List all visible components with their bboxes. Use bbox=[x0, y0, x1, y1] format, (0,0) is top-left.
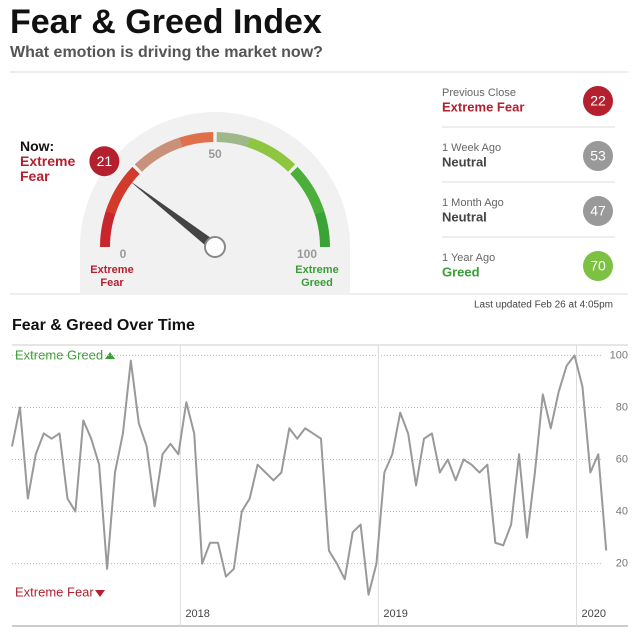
history-value: 47 bbox=[590, 203, 606, 219]
series-line bbox=[11, 354, 608, 596]
gauge-arc bbox=[105, 166, 140, 215]
last-updated: Last updated Feb 26 at 4:05pm bbox=[474, 300, 613, 311]
gauge-value-badge bbox=[89, 146, 120, 177]
history-label: 1 Year Ago bbox=[442, 252, 495, 264]
history-value: 70 bbox=[590, 258, 606, 274]
gauge-hub bbox=[204, 236, 226, 258]
history-label: 1 Week Ago bbox=[442, 142, 501, 154]
page-subtitle: What emotion is driving the market now? bbox=[10, 44, 323, 61]
y-tick-label: 80 bbox=[616, 401, 628, 413]
y-tick-label: 40 bbox=[616, 505, 628, 517]
down-arrow bbox=[95, 590, 105, 597]
now-sentiment: Extreme Fear bbox=[20, 153, 76, 184]
history-value: 53 bbox=[590, 148, 606, 164]
y-tick-label: 20 bbox=[616, 557, 628, 569]
history-value: 22 bbox=[590, 93, 606, 109]
zone-label-low: Extreme Fear bbox=[90, 264, 134, 289]
history-badge bbox=[583, 86, 613, 116]
y-tick-label: 60 bbox=[616, 453, 628, 465]
annotation-greed: Extreme Greed bbox=[15, 347, 103, 362]
zone-label-high: Extreme Greed bbox=[295, 264, 339, 289]
history-label: 1 Month Ago bbox=[442, 197, 504, 209]
up-arrow bbox=[105, 352, 115, 359]
history-sentiment: Greed bbox=[442, 264, 480, 279]
page-title: Fear & Greed Index bbox=[10, 3, 322, 41]
history-sentiment: Neutral bbox=[442, 209, 487, 224]
history-badge bbox=[583, 141, 613, 171]
gauge-arc bbox=[134, 137, 183, 172]
x-tick-label: 2020 bbox=[582, 608, 606, 620]
now-label: Now: bbox=[20, 138, 55, 154]
gauge-needle bbox=[128, 179, 219, 251]
gauge-tick-label: 0 bbox=[120, 247, 127, 261]
history-badge bbox=[583, 251, 613, 281]
history-sentiment: Extreme Fear bbox=[442, 99, 524, 114]
gauge-tick-label: 50 bbox=[208, 147, 222, 161]
gauge-arc bbox=[290, 166, 325, 215]
chart-title: Fear & Greed Over Time bbox=[12, 317, 195, 334]
x-tick-label: 2019 bbox=[383, 608, 407, 620]
gauge-arc bbox=[247, 137, 296, 172]
gauge-tick-label: 100 bbox=[297, 247, 317, 261]
annotation-fear: Extreme Fear bbox=[15, 584, 94, 599]
history-badge bbox=[583, 196, 613, 226]
x-tick-label: 2018 bbox=[185, 608, 209, 620]
history-label: Previous Close bbox=[442, 87, 516, 99]
y-tick-label: 100 bbox=[610, 349, 628, 361]
history-sentiment: Neutral bbox=[442, 154, 487, 169]
gauge-value: 21 bbox=[97, 153, 113, 169]
